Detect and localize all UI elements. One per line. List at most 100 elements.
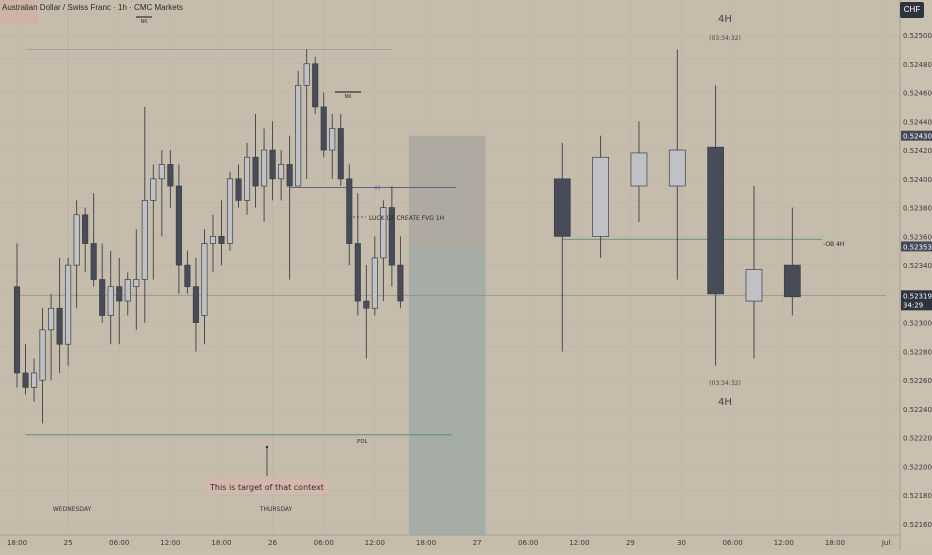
ob-label: -OB 4H	[823, 241, 844, 248]
y-tick-label: 0.52480	[903, 61, 932, 69]
candle-1h-body[interactable]	[133, 279, 140, 288]
candle-1h-body[interactable]	[397, 264, 404, 302]
candle-1h-body[interactable]	[56, 307, 63, 345]
x-tick-label: 27	[473, 539, 482, 547]
candle-1h-body[interactable]	[235, 178, 242, 201]
candle-1h-body[interactable]	[354, 243, 361, 302]
candle-4h-body[interactable]	[630, 152, 648, 187]
y-tick-label: 0.52400	[903, 176, 932, 184]
candle-4h-body[interactable]	[553, 178, 571, 237]
x-tick-label: 30	[677, 539, 686, 547]
price-tag	[901, 130, 932, 141]
price-axis-area[interactable]	[900, 0, 932, 550]
y-tick-label: 0.52500	[903, 32, 932, 40]
x-tick-label: 18:00	[7, 539, 27, 547]
candle-4h-body[interactable]	[668, 149, 686, 187]
timeframe-top-label: 4H	[718, 14, 732, 25]
chart-title: Australian Dollar / Swiss Franc · 1h · C…	[2, 3, 183, 12]
candle-1h-body[interactable]	[22, 372, 29, 388]
y-tick-label: 0.52200	[903, 463, 932, 471]
title-highlight	[0, 0, 38, 24]
candle-1h-body[interactable]	[13, 286, 21, 374]
candle-1h-body[interactable]	[48, 307, 55, 331]
candle-1h-body[interactable]	[320, 106, 327, 151]
candle-1h-body[interactable]	[286, 164, 293, 187]
candle-1h-body[interactable]	[65, 264, 72, 345]
candle-1h-body[interactable]	[116, 286, 123, 302]
candle-1h-body[interactable]	[158, 164, 165, 180]
candle-4h-body[interactable]	[707, 146, 724, 295]
candle-1h-body[interactable]	[329, 128, 336, 151]
candle-1h-body[interactable]	[209, 236, 217, 244]
candle-1h-body[interactable]	[201, 243, 208, 316]
candle-1h-body[interactable]	[303, 63, 310, 86]
nk-top-label: NK	[140, 19, 148, 25]
x-tick-label: 18:00	[416, 539, 436, 547]
candle-1h-body[interactable]	[243, 156, 251, 201]
price-tag-label: 0.52430	[903, 133, 932, 141]
candle-4h-body[interactable]	[783, 264, 801, 298]
day-label-wednesday: WEDNESDAY	[53, 506, 92, 513]
candle-1h-body[interactable]	[269, 149, 276, 180]
candle-1h-body[interactable]	[167, 164, 174, 187]
pdl-label: PDL	[357, 439, 369, 445]
y-tick-label: 0.52440	[903, 118, 932, 126]
price-tag-countdown: 34:29	[903, 301, 923, 309]
y-tick-label: 0.52360	[903, 233, 932, 241]
y-tick-label: 0.52460	[903, 90, 932, 98]
x-tick-label: 12:00	[569, 539, 589, 547]
candle-1h-body[interactable]	[39, 329, 46, 381]
price-tag-label: 0.52319	[903, 292, 932, 300]
time-axis: 18:00 25 06:00 12:00 18:00 26 06:00 12:00 18:00 2…	[7, 539, 890, 547]
x-tick-label: 26	[268, 539, 277, 547]
candle-1h-body[interactable]	[184, 264, 191, 288]
timeframe-bottom-label: 4H	[718, 397, 732, 408]
y-tick-label: 0.52160	[903, 521, 932, 529]
candle-4h-body[interactable]	[592, 156, 609, 237]
candle-1h-body[interactable]	[175, 185, 182, 266]
price-tag	[901, 290, 932, 311]
candle-1h-body[interactable]	[192, 286, 199, 323]
candle-1h-body[interactable]	[371, 257, 378, 309]
candle-1h-body[interactable]	[99, 279, 106, 316]
countdown-top-label: (03:34:32)	[709, 35, 741, 42]
price-axis: 0.52500 0.52480 0.52460 0.52440 0.52420 0.524…	[901, 32, 932, 529]
candle-1h-body[interactable]	[278, 164, 285, 180]
candle-1h-body[interactable]	[82, 214, 89, 244]
candle-1h-body[interactable]	[218, 236, 225, 244]
y-tick-label: 0.52420	[903, 147, 932, 155]
y-tick-label: 0.52180	[903, 492, 932, 500]
candle-1h-body[interactable]	[141, 200, 148, 280]
x-tick-label: 06:00	[314, 539, 334, 547]
candle-1h-body[interactable]	[312, 63, 319, 108]
x-tick-label: 12:00	[160, 539, 180, 547]
x-tick-label: 12:00	[774, 539, 794, 547]
nk-mid-label: NK	[344, 94, 352, 100]
target-pointer-dot	[265, 445, 269, 449]
candle-1h-body[interactable]	[363, 300, 370, 309]
target-callout-box	[206, 478, 328, 494]
candle-1h-body[interactable]	[124, 279, 131, 302]
candle-1h-body[interactable]	[73, 214, 80, 266]
candle-1h-body[interactable]	[90, 243, 97, 280]
annotations: NK NK LUCK OF CREATE FVG 1H -OB 4H PDL This i…	[53, 14, 845, 513]
candle-1h-body[interactable]	[346, 178, 353, 244]
currency-badge[interactable]: CHF	[900, 2, 924, 18]
candle-1h-body[interactable]	[150, 178, 157, 201]
candle-1h-body[interactable]	[380, 207, 387, 259]
candle-1h-body[interactable]	[252, 156, 259, 187]
x-tick-label: Jul	[881, 539, 891, 547]
candle-1h-body[interactable]	[337, 128, 344, 180]
candle-4h-body[interactable]	[745, 269, 763, 302]
candle-1h-body[interactable]	[295, 84, 302, 187]
price-tag	[901, 241, 932, 252]
target-callout-label: This is target of that context	[209, 483, 324, 492]
candle-1h-body[interactable]	[388, 207, 395, 266]
x-tick-label: 12:00	[365, 539, 385, 547]
x-tick-label: 25	[64, 539, 73, 547]
candle-1h-body[interactable]	[261, 149, 268, 187]
candle-1h-body[interactable]	[226, 178, 234, 244]
candle-1h-body[interactable]	[107, 286, 114, 316]
candle-1h-body[interactable]	[30, 372, 38, 388]
